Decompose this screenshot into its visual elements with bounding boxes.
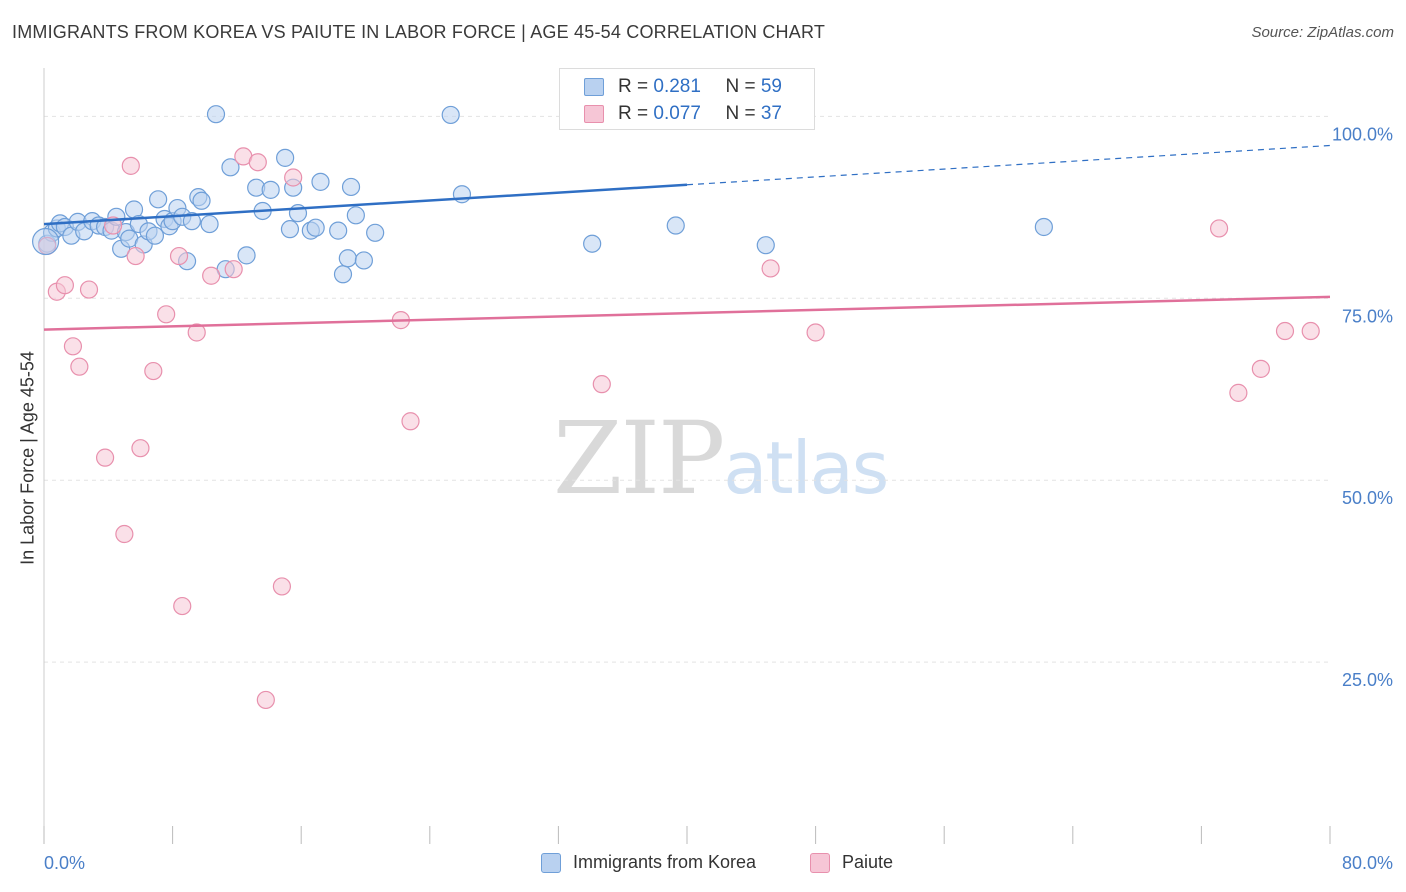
korea-point-21 [149, 190, 168, 209]
paiute-point-28 [806, 323, 825, 342]
paiute-point-32 [1275, 321, 1295, 341]
korea-point-40 [280, 220, 300, 239]
korea-point-50 [346, 206, 365, 225]
korea-trend-line [43, 183, 688, 226]
watermark-atlas: atlas [723, 426, 889, 510]
y-tick-label-3: 100.0% [1332, 124, 1393, 144]
paiute-point-18 [224, 260, 243, 279]
paiute-point-15 [173, 596, 192, 616]
paiute-point-2 [55, 276, 74, 295]
korea-point-57 [756, 236, 775, 255]
korea-trend-extension [686, 144, 1331, 186]
paiute-point-10 [126, 246, 145, 266]
legend-korea-n-value: 59 [760, 76, 782, 97]
y-tick-label-0: 25.0% [1342, 670, 1393, 690]
source-label: Source: ZipAtlas.com [1251, 24, 1394, 41]
korea-point-44 [306, 218, 325, 237]
legend-paiute-label: Paiute [842, 852, 894, 872]
legend-korea-text: R = 0.281 N = 59 [618, 76, 782, 98]
paiute-point-23 [284, 168, 303, 187]
paiute-point-33 [1301, 321, 1320, 341]
korea-swatch-icon [584, 78, 604, 96]
paiute-point-26 [592, 375, 611, 394]
paiute-point-31 [1251, 359, 1270, 378]
paiute-point-25 [401, 412, 420, 431]
watermark-zip: ZIP [553, 400, 725, 517]
paiute-point-6 [95, 448, 115, 467]
legend-item-paiute: Paiute [810, 852, 893, 873]
korea-point-35 [237, 246, 256, 265]
series-legend: Immigrants from Korea Paiute [0, 852, 1406, 878]
legend-paiute-r-label: R = [618, 103, 654, 124]
korea-point-58 [1034, 217, 1053, 237]
paiute-point-5 [79, 280, 99, 299]
paiute-point-3 [63, 337, 83, 356]
legend-korea-label: Immigrants from Korea [573, 852, 757, 872]
paiute-legend-swatch-icon [810, 852, 830, 873]
paiute-point-4 [70, 357, 89, 376]
korea-point-cluster [32, 227, 60, 256]
korea-point-45 [311, 172, 330, 191]
legend-paiute-n-value: 37 [760, 103, 782, 124]
correlation-legend: R = 0.281 N = 59 R = 0.077 N = 37 [559, 68, 815, 130]
paiute-point-11 [131, 439, 150, 458]
x-tick-label-0: 0.0% [44, 853, 85, 873]
korea-point-49 [341, 177, 361, 197]
paiute-point-8 [115, 524, 134, 544]
paiute-point-16 [187, 323, 206, 342]
x-tick-label-1: 80.0% [1342, 853, 1393, 873]
korea-point-32 [206, 105, 226, 124]
korea-point-30 [192, 191, 211, 210]
legend-korea-n-label: N = [725, 76, 761, 97]
legend-row-korea: R = 0.281 N = 59 [584, 74, 782, 100]
korea-point-20 [145, 226, 165, 245]
paiute-swatch-icon [584, 105, 604, 123]
paiute-point-9 [121, 156, 140, 175]
korea-point-56 [666, 216, 685, 235]
korea-point-53 [441, 105, 460, 125]
legend-paiute-n-label: N = [725, 103, 761, 124]
legend-korea-r-value: 0.281 [653, 76, 701, 97]
paiute-point-22 [272, 577, 292, 596]
legend-paiute-r-value: 0.077 [653, 103, 701, 124]
legend-korea-r-label: R = [618, 76, 654, 97]
korea-point-46 [329, 221, 348, 240]
korea-point-31 [200, 214, 219, 234]
paiute-point-13 [157, 305, 176, 324]
legend-paiute-text: R = 0.077 N = 37 [618, 103, 782, 125]
paiute-point-17 [202, 266, 221, 285]
y-tick-label-2: 75.0% [1342, 306, 1393, 326]
korea-point-54 [452, 185, 472, 204]
korea-point-52 [366, 223, 385, 242]
korea-legend-swatch-icon [541, 852, 561, 873]
korea-point-51 [354, 251, 373, 270]
y-tick-label-1: 50.0% [1342, 488, 1393, 508]
paiute-point-21 [256, 690, 275, 710]
korea-point-55 [583, 234, 602, 253]
korea-point-34 [221, 158, 240, 177]
paiute-point-12 [144, 361, 163, 381]
korea-point-28 [182, 212, 201, 231]
paiute-trend-line [43, 295, 1331, 331]
legend-item-korea: Immigrants from Korea [541, 852, 756, 873]
paiute-point-20 [248, 153, 267, 172]
paiute-point-30 [1229, 383, 1248, 402]
paiute-point-27 [761, 259, 780, 278]
watermark: ZIPatlas [553, 400, 889, 517]
paiute-point-29 [1209, 219, 1229, 238]
korea-point-38 [261, 180, 280, 199]
paiute-point-14 [169, 246, 189, 266]
chart-title: IMMIGRANTS FROM KOREA VS PAIUTE IN LABOR… [12, 22, 826, 42]
korea-point-47 [333, 265, 353, 284]
korea-point-48 [338, 249, 357, 268]
korea-point-39 [276, 148, 295, 167]
legend-row-paiute: R = 0.077 N = 37 [584, 101, 782, 127]
